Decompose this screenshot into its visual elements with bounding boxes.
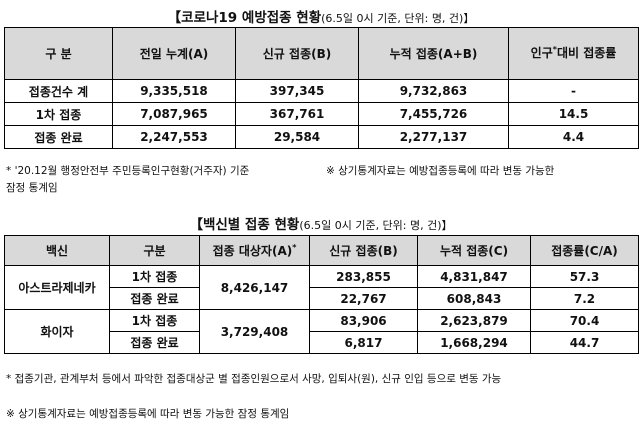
table1-footnote-provisional-cont: 잠정 통계임 (6, 182, 58, 194)
header-cumulative-vaccination: 누적 접종(C) (417, 235, 531, 266)
new-vaccination: 283,855 (309, 265, 418, 288)
table2-footnote-provisional: ※ 상기통계자료는 예방접종등록에 따라 변동 가능한 잠정 통계임 (6, 408, 290, 420)
vaccination-rate: 57.3 (530, 265, 639, 288)
header-category: 구 분 (4, 27, 113, 80)
target-population: 3,729,408 (199, 309, 310, 354)
previous-total: 9,335,518 (112, 79, 236, 103)
header-new-vaccination: 신규 접종(B) (235, 27, 359, 80)
cumulative-vaccination: 4,831,847 (417, 265, 531, 288)
header-vaccine: 백신 (4, 235, 110, 266)
table-row: 1차 접종 7,087,965 367,761 7,455,726 14.5 (4, 102, 639, 126)
header-cumulative-vaccination: 누적 접종(A+B) (358, 27, 509, 80)
table-row: 아스트라제네카 1차 접종 8,426,147 283,855 4,831,84… (4, 265, 639, 310)
cumulative-vaccination: 9,732,863 (358, 79, 509, 103)
table-row: 접종건수 계 9,335,518 397,345 9,732,863 - (4, 79, 639, 103)
header-population-label: 인구 (530, 46, 553, 60)
population-rate: 14.5 (508, 102, 639, 126)
header-vaccination-rate: 접종률(C/A) (530, 235, 639, 266)
vaccination-rate: 70.4 (530, 309, 639, 332)
row-label: 접종건수 계 (4, 79, 113, 103)
header-target-label: 접종 대상자(A) (212, 244, 293, 258)
header-target-asterisk: * (292, 243, 297, 252)
previous-total: 2,247,553 (112, 125, 236, 149)
dose-type: 1차 접종 (109, 309, 200, 332)
target-population: 8,426,147 (199, 265, 310, 310)
table-row: 접종 완료 22,767 608,843 7.2 (5, 287, 639, 310)
header-target-population: 접종 대상자(A)* (199, 235, 310, 266)
table1-footnote-population: * '20.12월 행정안전부 주민등록인구현황(거주자) 기준 (6, 165, 250, 177)
new-vaccination: 397,345 (235, 79, 359, 103)
dose-type: 1차 접종 (109, 265, 200, 288)
vaccination-rate: 7.2 (530, 287, 639, 310)
cumulative-vaccination: 2,277,137 (358, 125, 509, 149)
table1-title-main: 【코로나19 예방접종 현황 (167, 10, 322, 26)
table2-title: 【백신별 접종 현황(6.5일 0시 기준, 단위: 명, 건)】 (0, 213, 642, 233)
new-vaccination: 6,817 (309, 331, 418, 354)
table1-header-row: 구 분 전일 누계(A) 신규 접종(B) 누적 접종(A+B) 인구*대비 접… (4, 27, 639, 80)
table2-title-sub: (6.5일 0시 기준, 단위: 명, 건)】 (299, 219, 453, 232)
header-previous-total: 전일 누계(A) (112, 27, 236, 80)
table-row: 화이자 1차 접종 3,729,408 83,906 2,623,879 70.… (4, 309, 639, 354)
new-vaccination: 22,767 (309, 287, 418, 310)
row-label: 1차 접종 (4, 102, 113, 126)
vaccine-type-table: 백신 구분 접종 대상자(A)* 신규 접종(B) 누적 접종(C) 접종률(C… (4, 235, 639, 354)
cumulative-vaccination: 2,623,879 (417, 309, 531, 332)
table1-title-sub: (6.5일 0시 기준, 단위: 명, 건)】 (321, 12, 475, 25)
table-row: 접종 완료 2,247,553 29,584 2,277,137 4.4 (4, 125, 639, 149)
population-rate: - (508, 79, 639, 103)
population-rate: 4.4 (508, 125, 639, 149)
header-population-rate-label: 대비 접종률 (556, 46, 617, 60)
table2-title-main: 【백신별 접종 현황 (189, 217, 300, 233)
previous-total: 7,087,965 (112, 102, 236, 126)
cumulative-vaccination-table: 구 분 전일 누계(A) 신규 접종(B) 누적 접종(A+B) 인구*대비 접… (4, 27, 639, 149)
table2-header-row: 백신 구분 접종 대상자(A)* 신규 접종(B) 누적 접종(C) 접종률(C… (4, 235, 639, 266)
header-type: 구분 (109, 235, 200, 266)
vaccine-name: 화이자 (4, 309, 110, 354)
dose-type: 접종 완료 (109, 331, 200, 354)
table-row: 접종 완료 6,817 1,668,294 44.7 (5, 331, 639, 354)
cumulative-vaccination: 608,843 (417, 287, 531, 310)
cumulative-vaccination: 7,455,726 (358, 102, 509, 126)
new-vaccination: 367,761 (235, 102, 359, 126)
table2-footnote-target: * 접종기관, 관계부처 등에서 파악한 접종대상군 별 접종인원으로서 사망,… (6, 373, 502, 385)
new-vaccination: 29,584 (235, 125, 359, 149)
new-vaccination: 83,906 (309, 309, 418, 332)
vaccination-rate: 44.7 (530, 331, 639, 354)
cumulative-vaccination: 1,668,294 (417, 331, 531, 354)
table1-footnote-provisional: ※ 상기통계자료는 예방접종등록에 따라 변동 가능한 (326, 165, 555, 177)
header-new-vaccination: 신규 접종(B) (309, 235, 418, 266)
table1-title: 【코로나19 예방접종 현황(6.5일 0시 기준, 단위: 명, 건)】 (0, 6, 642, 26)
dose-type: 접종 완료 (109, 287, 200, 310)
header-population-rate: 인구*대비 접종률 (508, 27, 639, 80)
vaccine-name: 아스트라제네카 (4, 265, 110, 310)
header-population-asterisk: * (552, 45, 557, 54)
row-label: 접종 완료 (4, 125, 113, 149)
